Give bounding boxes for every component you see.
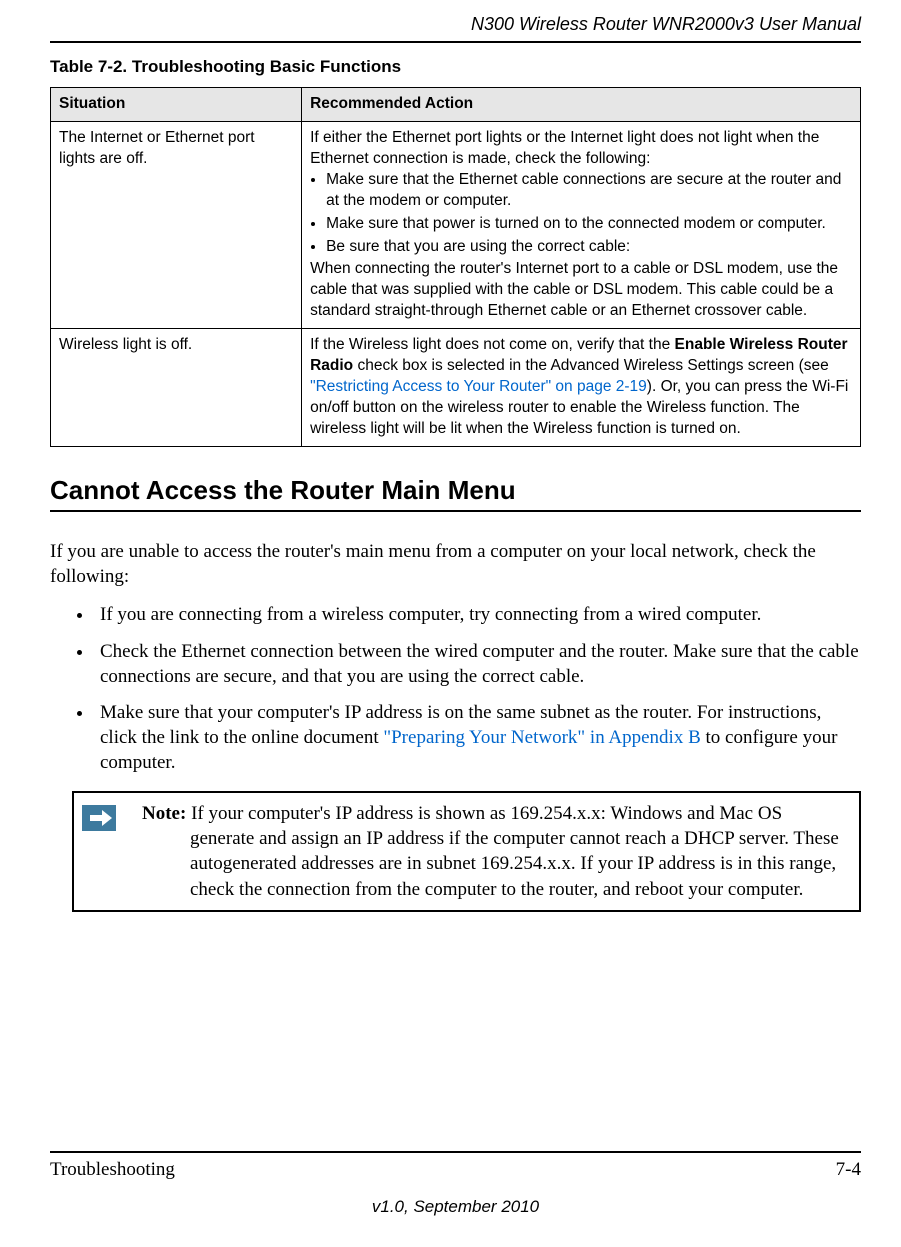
troubleshooting-table: Situation Recommended Action The Interne…	[50, 87, 861, 447]
note-box: Note: If your computer's IP address is s…	[72, 791, 861, 911]
table-row: The Internet or Ethernet port lights are…	[51, 121, 861, 328]
action-mid: check box is selected in the Advanced Wi…	[353, 357, 829, 374]
list-item: Make sure that your computer's IP addres…	[94, 701, 861, 775]
footer-version: v1.0, September 2010	[50, 1197, 861, 1217]
table-header-row: Situation Recommended Action	[51, 88, 861, 122]
cell-situation: Wireless light is off.	[51, 329, 302, 447]
note-arrow-icon	[82, 805, 116, 831]
caption-prefix: Table 7-2.	[50, 57, 132, 76]
header-rule	[50, 41, 861, 43]
list-item: Check the Ethernet connection between th…	[94, 640, 861, 689]
cell-action: If either the Ethernet port lights or th…	[302, 121, 861, 328]
cell-action: If the Wireless light does not come on, …	[302, 329, 861, 447]
action-pre: If the Wireless light does not come on, …	[310, 336, 674, 353]
action-outro: When connecting the router's Internet po…	[310, 259, 852, 322]
cell-situation: The Internet or Ethernet port lights are…	[51, 121, 302, 328]
bullet-item: Be sure that you are using the correct c…	[326, 237, 852, 258]
table-caption: Table 7-2. Troubleshooting Basic Functio…	[50, 57, 861, 77]
note-text: Note: If your computer's IP address is s…	[178, 801, 849, 901]
bullet-item: Make sure that power is turned on to the…	[326, 214, 852, 235]
caption-title: Troubleshooting Basic Functions	[132, 57, 401, 76]
section-list: If you are connecting from a wireless co…	[50, 603, 861, 775]
action-intro: If either the Ethernet port lights or th…	[310, 128, 852, 170]
footer-section: Troubleshooting	[50, 1159, 175, 1181]
appendix-link[interactable]: "Preparing Your Network" in Appendix B	[383, 727, 700, 748]
manual-title: N300 Wireless Router WNR2000v3 User Manu…	[50, 14, 861, 35]
action-bullets: Make sure that the Ethernet cable connec…	[310, 170, 852, 258]
bullet-item: Make sure that the Ethernet cable connec…	[326, 170, 852, 212]
col-header-situation: Situation	[51, 88, 302, 122]
note-body: If your computer's IP address is shown a…	[190, 803, 839, 899]
cross-ref-link[interactable]: "Restricting Access to Your Router" on p…	[310, 378, 647, 395]
note-label: Note:	[142, 803, 191, 824]
section-intro: If you are unable to access the router's…	[50, 540, 861, 589]
section-heading: Cannot Access the Router Main Menu	[50, 475, 861, 506]
footer-rule	[50, 1151, 861, 1153]
section-rule	[50, 510, 861, 512]
table-row: Wireless light is off. If the Wireless l…	[51, 329, 861, 447]
footer-page: 7-4	[836, 1159, 861, 1181]
col-header-action: Recommended Action	[302, 88, 861, 122]
page-footer: Troubleshooting 7-4 v1.0, September 2010	[50, 1151, 861, 1217]
list-item: If you are connecting from a wireless co…	[94, 603, 861, 628]
